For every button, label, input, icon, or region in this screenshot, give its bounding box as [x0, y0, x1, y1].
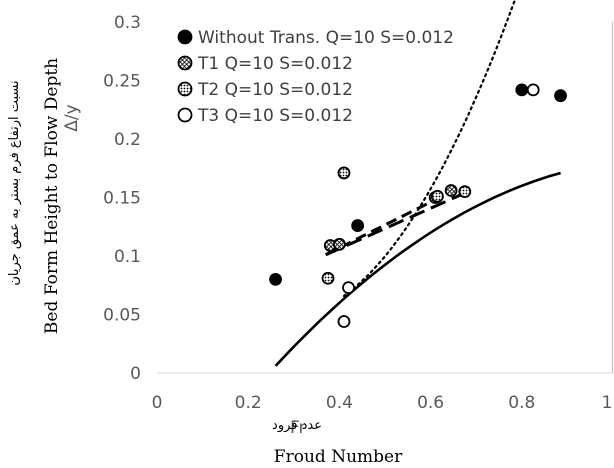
x-tick-label: 0.8: [508, 393, 535, 413]
y-tick-label: 0.15: [103, 189, 141, 209]
data-point-series-1: [515, 83, 529, 97]
legend-marker-series-3: [177, 81, 193, 97]
data-point-series-2: [332, 237, 346, 251]
data-point-series-4: [526, 83, 540, 97]
x-tick-label: 0.4: [326, 393, 353, 413]
data-point-series-1: [269, 272, 282, 286]
y-axis-short-label: Δ/y: [62, 104, 82, 131]
trendline-series-3: [325, 190, 468, 257]
x-axis-short-label: Fr: [290, 418, 306, 438]
data-point-series-3: [458, 185, 472, 199]
y-tick-label: 0.25: [103, 72, 141, 92]
plot-frame: [157, 22, 613, 374]
data-point-series-4: [337, 315, 351, 328]
y-tick-label: 0.05: [103, 306, 141, 326]
data-points: [269, 83, 567, 328]
legend-label-series-4: T3 Q=10 S=0.012: [197, 106, 353, 126]
data-point-series-2: [444, 184, 458, 197]
x-tick-label: 0: [152, 393, 163, 413]
data-point-series-3: [431, 189, 444, 203]
legend-marker-series-2: [177, 55, 193, 71]
x-axis-arabic-label: عدد فرود: [272, 418, 322, 433]
x-tick-label: 1: [602, 393, 613, 413]
data-point-series-1: [351, 219, 365, 232]
x-tick-label: 0.2: [235, 393, 262, 413]
y-axis-label: Bed Form Height to Flow Depth: [42, 58, 62, 334]
x-axis-label: Froud Number: [274, 447, 403, 467]
legend-label-series-2: T1 Q=10 S=0.012: [197, 54, 353, 74]
legend-marker-series-4: [177, 107, 193, 123]
data-point-series-3: [321, 271, 335, 285]
x-axis-ticks: 0 0.2 0.4 0.6 0.8 1: [152, 393, 613, 413]
y-tick-label: 0.1: [114, 247, 141, 267]
y-tick-label: 0.3: [114, 13, 141, 33]
data-point-series-1: [554, 89, 567, 103]
legend: Without Trans. Q=10 S=0.012 T1 Q=10 S=0.0…: [177, 28, 454, 126]
legend-label-series-3: T2 Q=10 S=0.012: [197, 80, 353, 100]
legend-marker-series-1: [177, 29, 193, 45]
legend-label-series-1: Without Trans. Q=10 S=0.012: [198, 28, 454, 48]
y-tick-label: 0.2: [114, 130, 141, 150]
data-point-series-4: [342, 281, 355, 294]
y-axis-ticks: 0 0.05 0.1 0.15 0.2 0.25 0.3: [103, 13, 141, 384]
x-tick-label: 0.6: [417, 393, 444, 413]
trendline-series-4: [342, 0, 517, 298]
data-point-series-3: [337, 166, 351, 180]
trendline-series-1: [274, 171, 561, 367]
y-tick-label: 0: [130, 364, 141, 384]
y-axis-arabic-label: نسبت ارتفاع فرم بستر به عمق جریان: [7, 80, 22, 285]
